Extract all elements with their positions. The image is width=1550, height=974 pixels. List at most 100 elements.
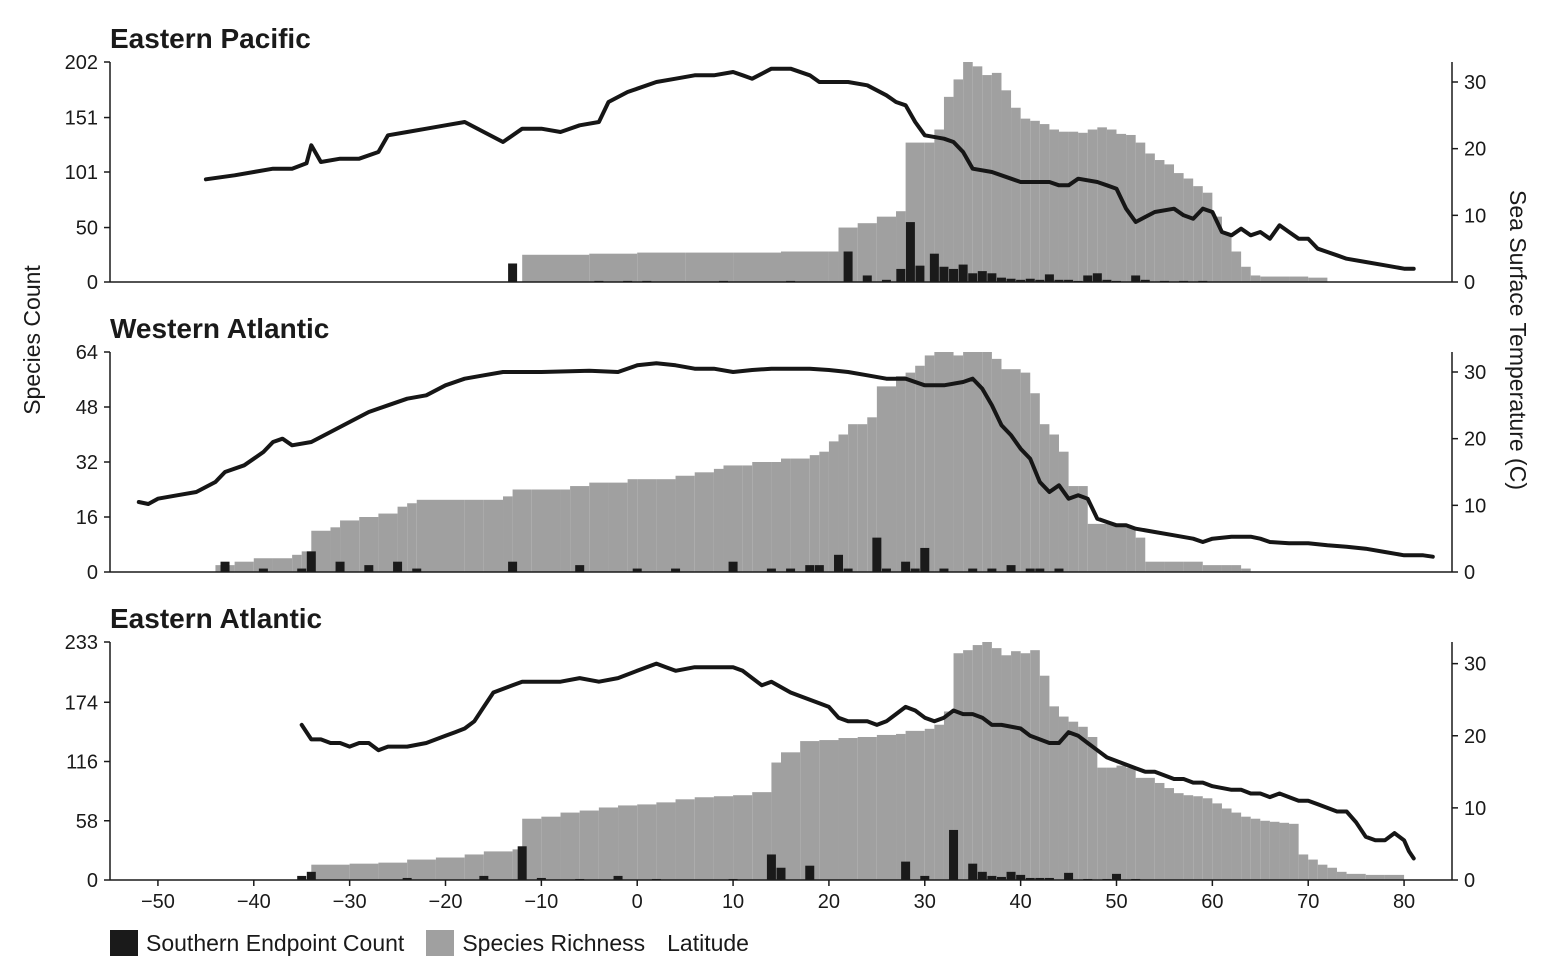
richness-bar <box>1202 192 1213 282</box>
endpoint-bar <box>915 265 925 282</box>
richness-bar <box>637 479 657 572</box>
richness-bar <box>924 728 935 880</box>
endpoint-bar <box>786 568 796 572</box>
richness-bar <box>340 520 360 572</box>
richness-bar <box>483 851 513 880</box>
endpoint-bar <box>805 565 815 572</box>
richness-bar <box>512 489 532 572</box>
richness-bar <box>905 372 916 572</box>
y-tick-label: 174 <box>65 692 98 714</box>
richness-bar <box>1250 275 1261 282</box>
richness-bar <box>857 223 877 282</box>
richness-bar <box>896 733 906 880</box>
endpoint-bar <box>939 568 949 572</box>
endpoint-bar <box>1016 874 1026 880</box>
y-tick-label: 0 <box>87 272 98 294</box>
y2-tick-label: 20 <box>1464 139 1486 161</box>
endpoint-bar <box>766 568 776 572</box>
richness-bar <box>742 465 753 572</box>
endpoint-bar <box>1025 877 1035 880</box>
endpoint-bar <box>297 875 307 880</box>
richness-bar <box>570 486 590 572</box>
richness-bar <box>953 653 964 880</box>
endpoint-bar <box>575 565 585 572</box>
richness-bar <box>675 475 695 572</box>
richness-bar <box>675 799 695 880</box>
richness-bar <box>1049 706 1059 880</box>
richness-bar <box>1327 867 1337 880</box>
y2-tick-label: 20 <box>1464 726 1486 748</box>
richness-bar <box>1058 451 1069 572</box>
x-tick-label: −50 <box>141 891 175 913</box>
richness-bar <box>589 482 609 572</box>
endpoint-bar <box>776 867 786 880</box>
richness-bar <box>1068 131 1079 282</box>
richness-bar <box>857 736 877 880</box>
endpoint-bar <box>1006 565 1016 572</box>
richness-bar <box>1001 369 1021 572</box>
richness-bar <box>1289 276 1309 282</box>
richness-bar <box>924 142 935 282</box>
legend-item-latitude: Latitude <box>667 930 749 957</box>
y2-tick-label: 0 <box>1464 870 1475 892</box>
richness-bar <box>1068 721 1079 880</box>
richness-bar <box>1269 821 1280 880</box>
richness-bar <box>1001 90 1012 282</box>
endpoint-bar <box>1140 279 1150 282</box>
endpoint-bar <box>508 263 518 282</box>
richness-bar <box>1020 118 1031 282</box>
x-tick-label: 70 <box>1297 891 1319 913</box>
richness-bar <box>953 79 964 282</box>
richness-bar <box>330 527 341 572</box>
richness-bar <box>896 211 906 282</box>
richness-bar <box>876 734 897 880</box>
richness-bar <box>733 252 781 282</box>
richness-bar <box>1106 767 1117 880</box>
y-tick-label: 233 <box>65 632 98 654</box>
richness-bar <box>953 355 964 572</box>
x-tick-label: −40 <box>237 891 271 913</box>
x-tick-label: −20 <box>429 891 463 913</box>
richness-bar <box>857 424 868 572</box>
richness-bar <box>905 730 925 880</box>
richness-bar <box>694 797 714 880</box>
x-tick-label: −10 <box>524 891 558 913</box>
endpoint-bar <box>996 277 1006 282</box>
richness-bar <box>1154 160 1165 282</box>
endpoint-bar <box>1064 279 1074 282</box>
y2-tick-label: 0 <box>1464 272 1475 294</box>
endpoint-bar <box>1025 278 1035 282</box>
richness-bar <box>1116 133 1127 282</box>
richness-bar <box>713 796 734 880</box>
richness-bar <box>1049 434 1059 572</box>
richness-bar <box>531 489 561 572</box>
endpoint-bar <box>977 871 987 880</box>
richness-bar <box>781 752 801 880</box>
richness-bar <box>522 254 590 282</box>
richness-bar <box>1097 127 1107 283</box>
richness-bar <box>579 810 599 880</box>
endpoint-bar <box>1054 279 1064 282</box>
endpoint-bar <box>987 273 997 282</box>
panel-western-atlantic: Western Atlantic 0 16 32 48 64 0 10 20 30 <box>76 313 1487 584</box>
richness-bar <box>1212 216 1222 282</box>
richness-bar <box>1135 777 1155 880</box>
endpoint-bar <box>910 568 920 572</box>
endpoint-bar <box>862 275 872 282</box>
richness-bar <box>1365 874 1385 880</box>
richness-bar <box>637 804 657 880</box>
richness-bar <box>943 711 954 880</box>
richness-bar <box>1126 134 1136 282</box>
richness-bar <box>1126 767 1136 880</box>
endpoint-bar <box>949 829 959 880</box>
richness-bar <box>407 503 417 572</box>
endpoint-bar <box>613 875 623 880</box>
richness-bar <box>752 462 772 572</box>
y2-tick-label: 20 <box>1464 429 1486 451</box>
richness-bar <box>1193 796 1203 880</box>
richness-bar <box>397 506 408 572</box>
endpoint-bar <box>1131 275 1141 282</box>
endpoint-bar <box>958 264 968 282</box>
endpoint-swatch <box>110 930 138 956</box>
richness-bar <box>301 551 312 572</box>
